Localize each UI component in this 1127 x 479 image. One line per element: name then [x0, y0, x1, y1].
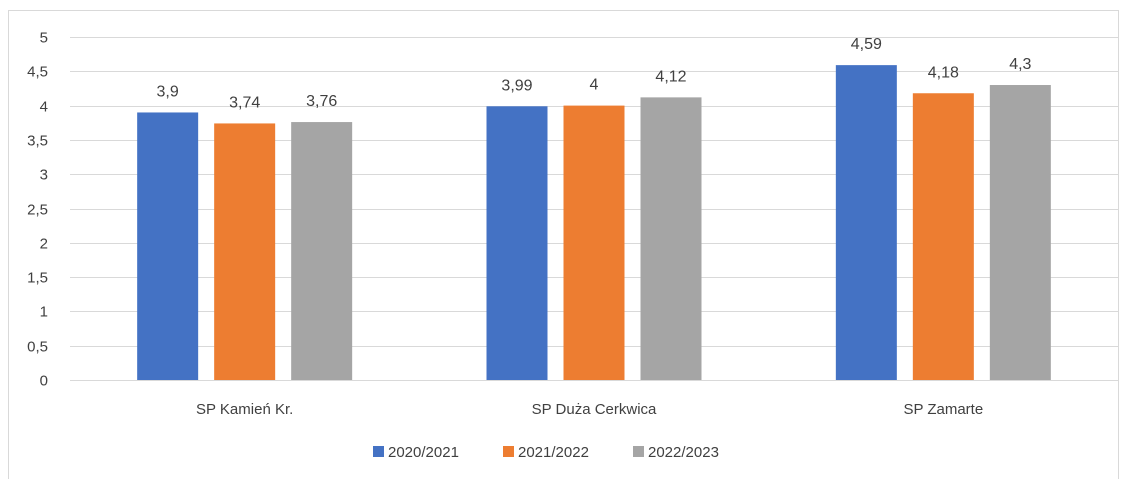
y-tick-label: 1,5	[27, 270, 48, 287]
bar-2020-2021-1	[486, 106, 548, 380]
bars	[137, 65, 1051, 381]
legend-label: 2020/2021	[388, 444, 459, 461]
data-label: 3,74	[229, 94, 260, 111]
y-tick-label: 0,5	[27, 339, 48, 356]
data-label: 3,76	[306, 93, 337, 110]
y-tick-label: 1	[40, 304, 48, 321]
legend-swatch	[373, 446, 384, 457]
data-labels: 3,9 3,74 3,76 3,99 4 4,12 4,59 4,18 4,3	[157, 36, 1032, 111]
bar-2020-2021-2	[835, 65, 897, 380]
bar-2022-2023-0	[291, 122, 353, 381]
data-label: 3,9	[157, 83, 179, 100]
legend-swatch	[503, 446, 514, 457]
data-label: 4,59	[851, 36, 882, 53]
bar-2021-2022-0	[214, 123, 276, 380]
legend-label: 2021/2022	[518, 444, 589, 461]
legend-swatch	[633, 446, 644, 457]
y-tick-label: 2,5	[27, 202, 48, 219]
y-axis-ticks: 0 0,5 1 1,5 2 2,5 3 3,5 4 4,5 5	[27, 30, 48, 390]
y-tick-label: 0	[40, 373, 48, 390]
data-label: 3,99	[501, 77, 532, 94]
x-axis-categories: SP Kamień Kr. SP Duża Cerkwica SP Zamarte	[196, 401, 983, 418]
y-tick-label: 5	[40, 30, 48, 47]
y-tick-label: 4	[40, 99, 48, 116]
category-label: SP Kamień Kr.	[196, 401, 293, 418]
y-tick-label: 2	[40, 236, 48, 253]
bar-2022-2023-2	[989, 85, 1051, 381]
data-label: 4,18	[928, 64, 959, 81]
bar-2021-2022-2	[912, 93, 974, 380]
y-tick-label: 4,5	[27, 64, 48, 81]
legend: 2020/2021 2021/2022 2022/2023	[373, 444, 719, 461]
bar-2022-2023-1	[640, 97, 702, 381]
data-label: 4,3	[1009, 56, 1031, 73]
category-label: SP Zamarte	[903, 401, 983, 418]
data-label: 4,12	[655, 68, 686, 85]
category-label: SP Duża Cerkwica	[532, 401, 657, 418]
bar-2021-2022-1	[563, 105, 625, 380]
y-tick-label: 3	[40, 167, 48, 184]
data-label: 4	[590, 77, 599, 94]
y-tick-label: 3,5	[27, 133, 48, 150]
legend-label: 2022/2023	[648, 444, 719, 461]
bar-2020-2021-0	[137, 112, 199, 381]
